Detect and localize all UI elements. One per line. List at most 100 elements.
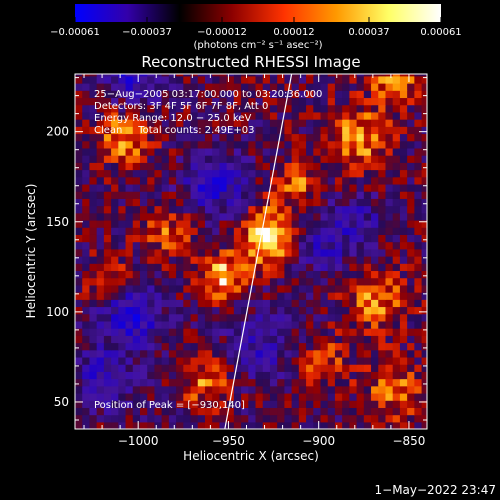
heatmap-cell [349,169,358,178]
heatmap-cell [168,263,177,272]
heatmap-cell [306,162,314,171]
heatmap-cell [342,270,350,279]
heatmap-cell [429,191,437,199]
heatmap-cell [262,219,271,228]
heatmap-cell [197,140,206,149]
heatmap-cell [313,119,322,127]
heatmap-cell [399,155,408,163]
heatmap-cell [327,74,336,77]
heatmap-cell [327,227,336,235]
heatmap-cell [429,148,437,156]
heatmap-cell [407,299,415,308]
heatmap-cell [407,219,415,228]
heatmap-cell [291,119,300,127]
heatmap-cell [204,133,213,142]
heatmap-cell [327,191,336,199]
heatmap-cell [125,126,134,135]
heatmap-cell [147,90,156,99]
heatmap-cell [226,241,235,250]
heatmap-cell [421,400,427,408]
heatmap-cell [197,90,206,99]
heatmap-cell [342,83,350,91]
heatmap-cell [363,378,372,387]
heatmap-cell [111,83,119,91]
heatmap-cell [269,299,278,308]
heatmap-cell [118,407,127,416]
heatmap-cell [334,320,343,329]
heatmap-cell [89,364,98,372]
heatmap-cell [342,364,350,372]
heatmap-cell [132,364,141,372]
heatmap-cell [118,292,127,300]
heatmap-cell [421,342,427,351]
heatmap-cell [342,400,350,408]
heatmap-cell [204,299,213,308]
heatmap-cell [356,241,365,250]
heatmap-cell [363,248,372,257]
heatmap-cell [248,349,257,358]
heatmap-cell [190,342,199,351]
heatmap-cell [371,256,379,264]
heatmap-cell [96,169,105,178]
heatmap-cell [226,155,235,163]
heatmap-cell [284,212,293,221]
heatmap-cell [147,407,156,416]
heatmap-cell [414,140,423,149]
heatmap-cell [103,97,112,106]
heatmap-cell [118,256,127,264]
heatmap-cell [103,227,112,235]
heatmap-cell [161,75,170,84]
heatmap-cell [313,421,322,429]
heatmap-cell [176,248,184,257]
heatmap-cell [241,198,249,207]
heatmap-cell [248,227,257,235]
heatmap-cell [262,292,271,300]
heatmap-cell [269,349,278,358]
heatmap-cell [399,162,408,171]
heatmap-cell [212,277,221,286]
heatmap-cell [363,385,372,394]
heatmap-cell [378,90,387,99]
heatmap-cell [385,299,394,308]
heatmap-cell [414,407,423,416]
heatmap-cell [132,75,141,84]
heatmap-cell [241,277,249,286]
heatmap-cell [407,342,415,351]
heatmap-cell [262,90,271,99]
heatmap-cell [429,155,437,163]
colorbar-unit-label: (photons cm⁻² s⁻¹ asec⁻²) [193,40,322,51]
heatmap-cell [429,119,437,127]
heatmap-cell [349,205,358,214]
heatmap-cell [269,97,278,106]
heatmap-cell [334,234,343,243]
heatmap-cell [233,313,242,322]
heatmap-cell [197,227,206,235]
heatmap-cell [103,162,112,171]
heatmap-cell [327,335,336,344]
heatmap-cell [277,90,285,99]
heatmap-cell [269,364,278,372]
heatmap-cell [161,414,170,423]
heatmap-cell [306,277,314,286]
heatmap-cell [82,248,91,257]
heatmap-cell [306,126,314,135]
heatmap-cell [168,270,177,279]
heatmap-cell [255,183,264,192]
heatmap-cell [421,256,427,264]
heatmap-cell [334,306,343,315]
heatmap-cell [161,104,170,113]
heatmap-cell [176,212,184,221]
heatmap-cell [183,292,192,300]
heatmap-cell [385,320,394,329]
heatmap-cell [313,147,322,156]
heatmap-cell [269,205,278,214]
heatmap-cell [154,147,163,156]
heatmap-cell [132,313,141,322]
heatmap-cell [226,176,235,185]
heatmap-cell [212,299,221,308]
heatmap-cell [125,392,134,401]
heatmap-cell [269,212,278,221]
heatmap-cell [197,407,206,416]
heatmap-cell [118,306,127,315]
heatmap-cell [414,306,423,315]
